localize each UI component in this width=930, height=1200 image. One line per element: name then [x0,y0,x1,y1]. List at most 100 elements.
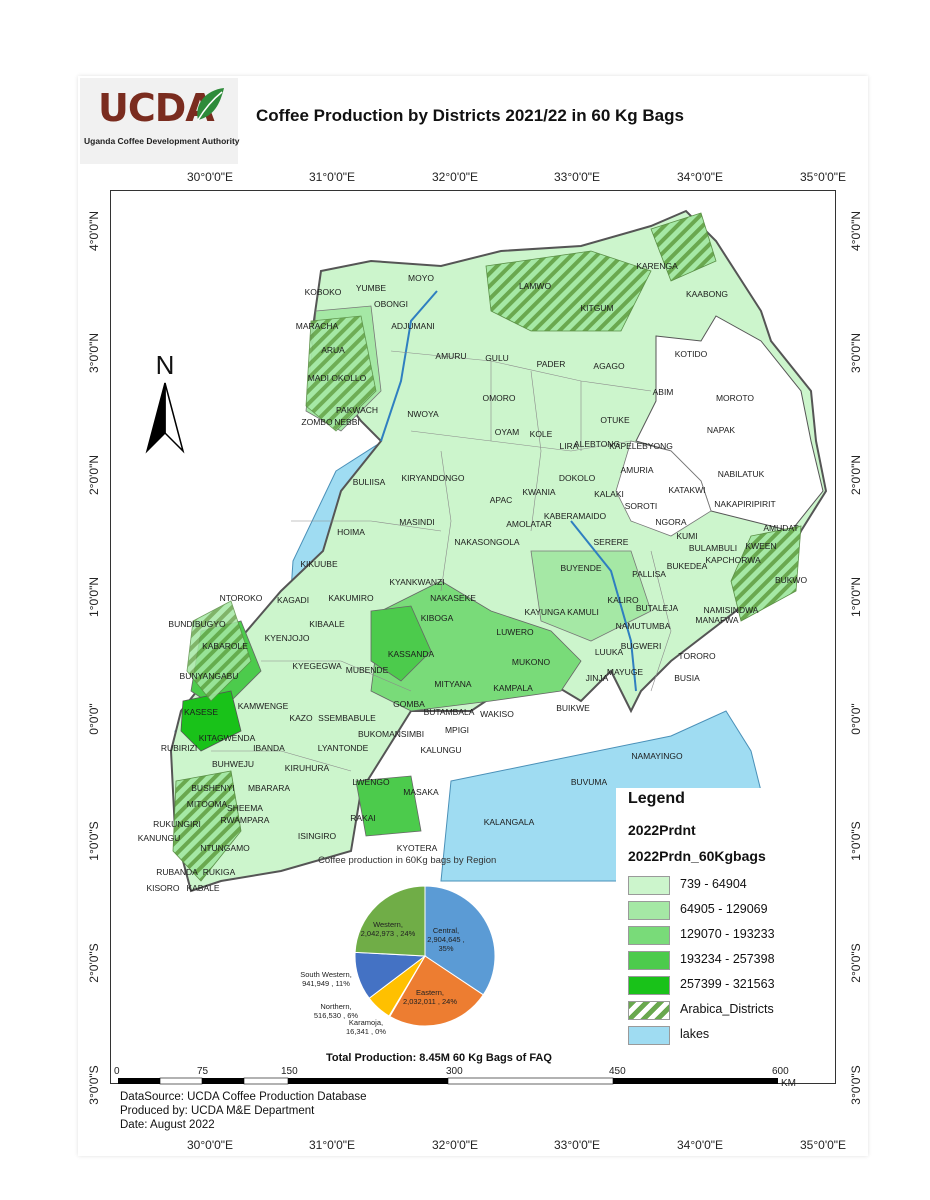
lat-label-left: 2°0'0"N [87,454,101,496]
district-label: KATAKWI [669,485,706,495]
arabica-elgon [730,525,802,622]
lat-label-left: 0°0'0" [87,703,101,735]
district-label: MOROTO [716,393,754,403]
district-label: KYOTERA [397,843,438,853]
scale-tick-label: 300 [446,1066,463,1077]
pie-title: Coffee production in 60Kg bags by Region [318,855,497,866]
river-nile [380,290,637,692]
district-label: BULIISA [353,477,386,487]
scale-tick-label: 450 [609,1066,626,1077]
lon-label-bottom: 32°0'0"E [432,1138,479,1152]
district-label: NTUNGAMO [200,843,250,853]
rakai-district [355,775,422,837]
district-label: AGAGO [593,361,625,371]
lat-label-left: 3°0'0"N [87,332,101,374]
scale-unit: KM [781,1078,796,1089]
legend-class-5-swatch [628,976,670,995]
district-label: BUSIA [674,673,700,683]
lon-label-bottom: 35°0'0"E [800,1138,847,1152]
district-label: KABALE [186,883,219,893]
district-label: LUWERO [496,627,534,637]
producer: Produced by: UCDA M&E Department [120,1105,315,1117]
district-label: BUKEDEA [667,561,708,571]
logo-subtitle: Uganda Coffee Development Authority [84,136,240,146]
district-label: BUYENDE [560,563,601,573]
district-label: JINJA [586,673,609,683]
lon-label-top: 34°0'0"E [677,170,724,184]
district-label: TORORO [678,651,716,661]
legend-class-2-label: 64905 - 129069 [680,902,768,916]
district-label: LAMWO [519,281,552,291]
pie-label-western: Western, 2,042,973 , 24% [360,920,416,938]
legend-lakes-row: lakes [628,1026,788,1045]
legend-class-5-label: 257399 - 321563 [680,977,775,991]
legend-class-3-label: 129070 - 193233 [680,927,775,941]
district-label: BULAMBULI [689,543,737,553]
legend-class-1-label: 739 - 64904 [680,877,747,891]
lat-label-left: 1°0'0"N [87,576,101,618]
legend-class-1-row: 739 - 64904 [628,876,788,895]
district-label: OYAM [495,427,519,437]
district-label: LYANTONDE [318,743,369,753]
scale-bar [118,1077,778,1085]
teso-region [615,440,712,537]
district-label: KIBOGA [421,613,454,623]
legend-class-2-row: 64905 - 129069 [628,901,788,920]
district-label: KIBAALE [309,619,345,629]
district-label: RUKIGA [203,867,236,877]
lon-label-bottom: 33°0'0"E [554,1138,601,1152]
district-label: BUIKWE [556,703,590,713]
lon-label-bottom: 34°0'0"E [677,1138,724,1152]
district-label: KAKUMIRO [328,593,374,603]
lon-label-top: 32°0'0"E [432,170,479,184]
district-label: KAZO [289,713,313,723]
lat-label-right: 3°0'0"N [849,332,863,374]
district-label: OMORO [482,393,515,403]
district-label: AMUDAT [763,523,798,533]
district-label: MBARARA [248,783,290,793]
lon-label-top: 30°0'0"E [187,170,234,184]
district-label: NABILATUK [718,469,765,479]
ucda-logo: UCDA Uganda Coffee Development Authority [80,78,240,164]
legend-class-5-row: 257399 - 321563 [628,976,788,995]
east-mid [530,550,652,642]
district-label: ALEBTONG [574,439,620,449]
district-label: KANUNGU [138,833,181,843]
district-label: BUVUMA [571,777,608,787]
scale-tick-label: 150 [281,1066,298,1077]
district-label: KYANKWANZI [389,577,444,587]
district-label: RWAMPARA [221,815,270,825]
district-label: PAKWACH [336,405,378,415]
date: Date: August 2022 [120,1119,215,1131]
district-label: KAGADI [277,595,309,605]
north-arrow-icon [145,382,185,454]
district-label: MARACHA [296,321,339,331]
district-label: ADJUMANI [391,321,434,331]
north-arrow: N [143,350,187,460]
district-label: KITAGWENDA [199,733,256,743]
central-band [370,580,582,712]
arabica-kigezi [172,770,242,882]
district-label: KOLE [530,429,553,439]
district-label: RUBIRIZI [161,743,197,753]
district-label: NAKASEKE [430,593,476,603]
scale-tick-label: 0 [114,1066,120,1077]
district-label: NEBBI [334,417,360,427]
lon-label-bottom: 30°0'0"E [187,1138,234,1152]
legend-arabica-label: Arabica_Districts [680,1002,774,1016]
district-label: MPIGI [445,725,469,735]
district-label: ARUA [321,345,345,355]
uganda-map: KOBOKO YUMBE MOYO OBONGI ADJUMANI MARACHA ARUA… [138,209,828,893]
legend-title: Legend [628,790,685,807]
district-label: SSEMBABULE [318,713,376,723]
district-label: KYEGEGWA [292,661,342,671]
district-label: KASESE [184,707,218,717]
legend-class-4-row: 193234 - 257398 [628,951,788,970]
pie-total: Total Production: 8.45M 60 Kg Bags of FA… [326,1052,552,1064]
district-label: BUGWERI [621,641,662,651]
district-label: BUHWEJU [212,759,254,769]
legend-arabica-swatch [628,1001,670,1020]
district-label: KIRYANDONGO [402,473,465,483]
legend-class-2-swatch [628,901,670,920]
lat-label-right: 4°0'0"N [849,210,863,252]
